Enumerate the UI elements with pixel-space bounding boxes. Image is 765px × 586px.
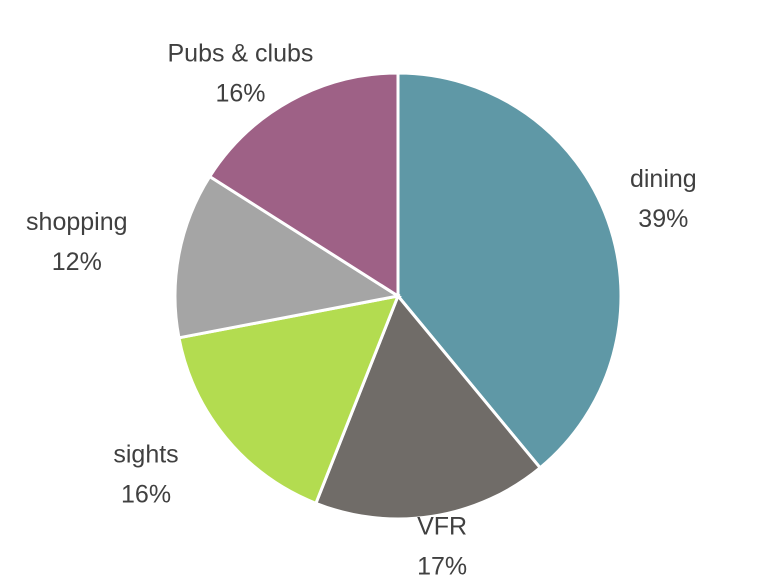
- value-label: 16%: [215, 80, 265, 108]
- value-label: 16%: [121, 480, 171, 508]
- slice-label: Pubs & clubs: [168, 40, 314, 68]
- pie-slice: [207, 71, 400, 299]
- value-label: 12%: [52, 248, 102, 276]
- slice-label: VFR: [417, 513, 467, 541]
- pie-slice: [396, 71, 623, 470]
- slice-label: dining: [630, 165, 697, 193]
- value-label: 17%: [417, 553, 467, 581]
- slice-label: shopping: [26, 208, 127, 236]
- pie-slice: [313, 293, 543, 521]
- slice-label: sights: [113, 440, 178, 468]
- pie-slice: [177, 294, 401, 506]
- value-label: 39%: [638, 205, 688, 233]
- pie-slice: [173, 174, 403, 340]
